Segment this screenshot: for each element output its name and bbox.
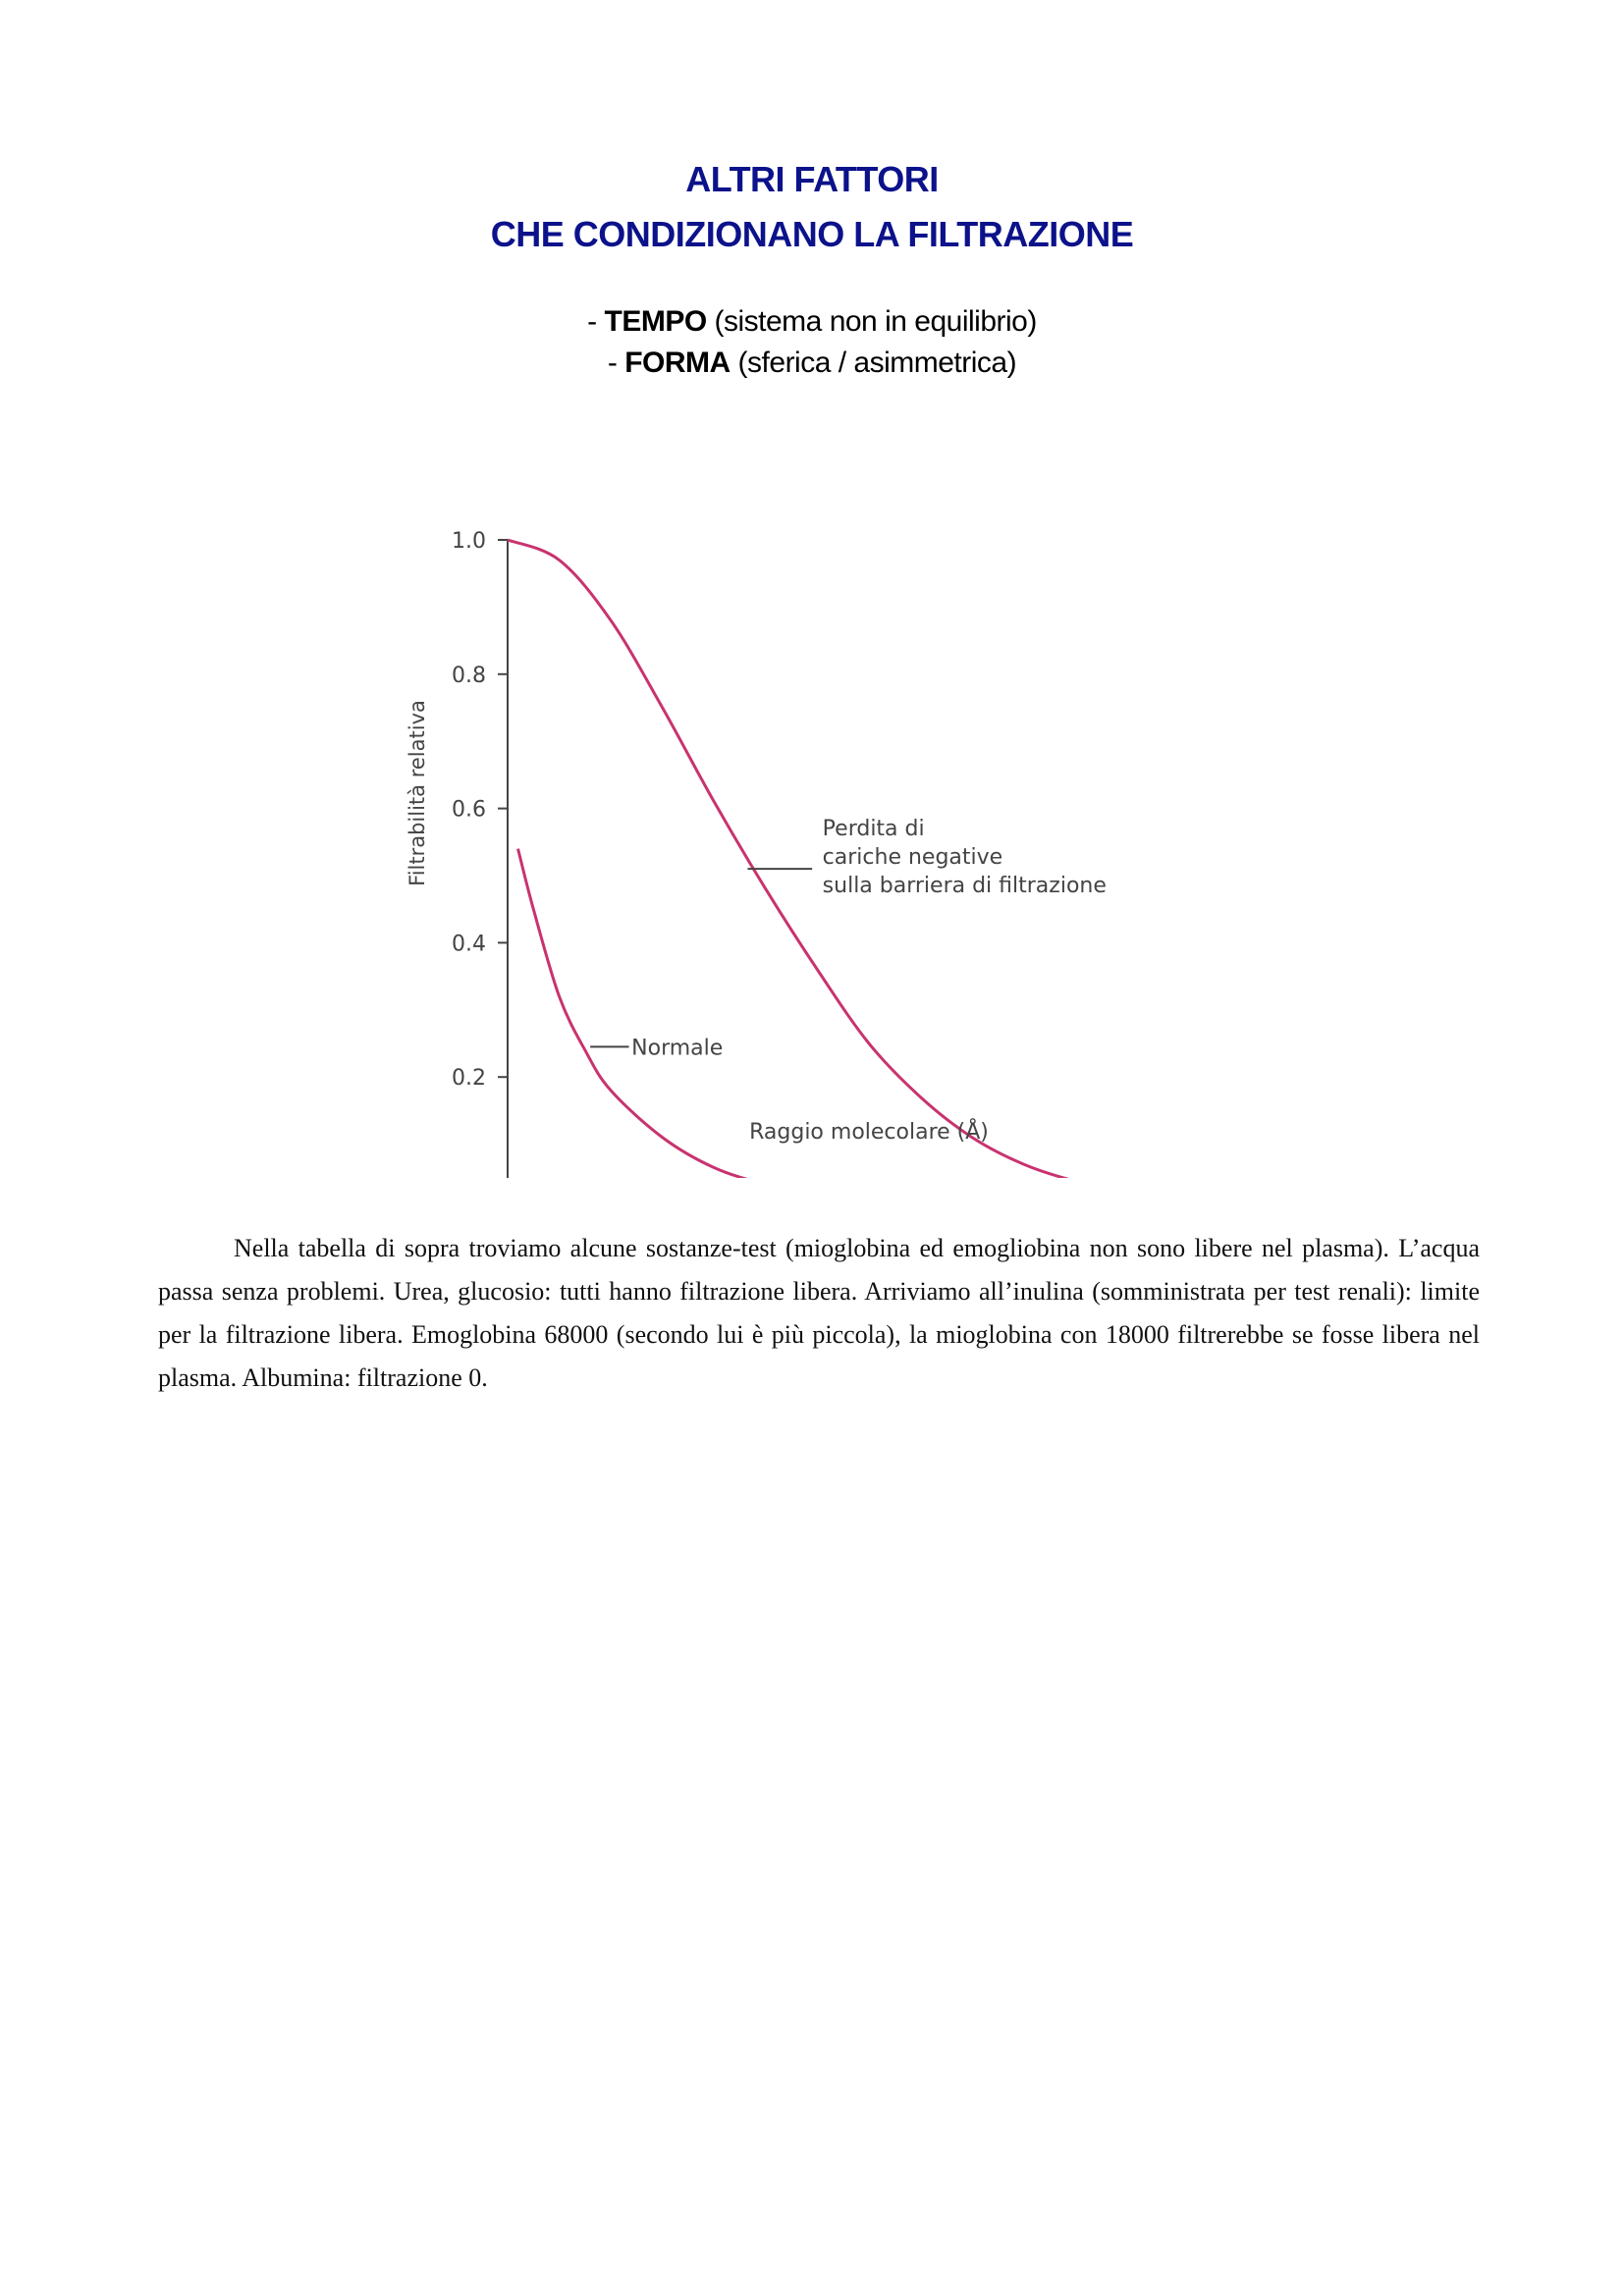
y-tick-label: 0.4: [452, 932, 486, 956]
y-tick-label: 0.2: [452, 1066, 486, 1091]
factor-forma: - FORMA (sferica / asimmetrica): [0, 347, 1624, 380]
page-title-line1: ALTRI FATTORI: [685, 159, 939, 199]
y-tick-label: 1.0: [452, 529, 486, 554]
page-title-line2: CHE CONDIZIONANO LA FILTRAZIONE: [490, 214, 1134, 254]
series-line-1: [516, 848, 748, 1178]
y-axis-label: Filtrabilità relativa: [406, 700, 429, 886]
y-tick-label: 0.8: [452, 664, 486, 688]
body-paragraph: Nella tabella di sopra troviamo alcune s…: [158, 1234, 1480, 1392]
factor-detail: (sferica / asimmetrica): [730, 347, 1017, 379]
series-label-normale: Normale: [631, 1036, 723, 1060]
factor-label: FORMA: [624, 347, 731, 379]
factor-label: TEMPO: [604, 305, 708, 338]
filtrability-chart: 182226303438424600.20.40.60.81.0 Perdita…: [406, 529, 1107, 1178]
factor-prefix: -: [607, 347, 625, 379]
axes: 182226303438424600.20.40.60.81.0: [452, 529, 509, 1178]
series-label-perdita: sulla barriera di filtrazione: [823, 874, 1107, 898]
series-label-perdita: cariche negative: [823, 845, 1003, 870]
factor-prefix: -: [587, 305, 605, 338]
factor-detail: (sistema non in equilibrio): [706, 305, 1038, 338]
factor-tempo: - TEMPO (sistema non in equilibrio): [0, 305, 1624, 339]
y-tick-label: 0.6: [452, 798, 486, 823]
series-group: Perdita di cariche negative sulla barriera…: [507, 538, 1107, 1178]
series-label-perdita: Perdita di: [823, 817, 925, 841]
x-axis-label: Raggio molecolare (Å): [749, 1118, 989, 1145]
series-line-0: [507, 538, 1069, 1178]
